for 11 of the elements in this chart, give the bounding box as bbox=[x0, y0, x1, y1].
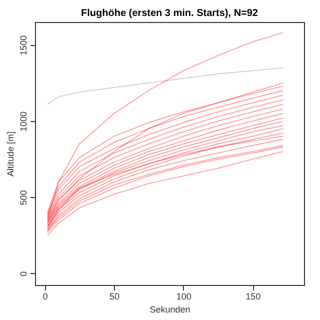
y-tick-label: 1000 bbox=[18, 112, 28, 132]
chart-title: Flughöhe (ersten 3 min. Starts), N=92 bbox=[81, 8, 258, 19]
x-tick-label: 100 bbox=[176, 292, 192, 302]
y-axis-title: Altitude [m] bbox=[6, 131, 16, 177]
x-tick-label: 50 bbox=[110, 292, 120, 302]
y-tick-label: 500 bbox=[18, 190, 28, 206]
x-tick-label: 0 bbox=[42, 292, 48, 302]
y-tick-label: 0 bbox=[18, 271, 28, 276]
x-axis-title: Sekunden bbox=[150, 304, 190, 314]
y-tick-label: 1500 bbox=[18, 35, 28, 56]
x-tick-label: 150 bbox=[246, 292, 261, 302]
